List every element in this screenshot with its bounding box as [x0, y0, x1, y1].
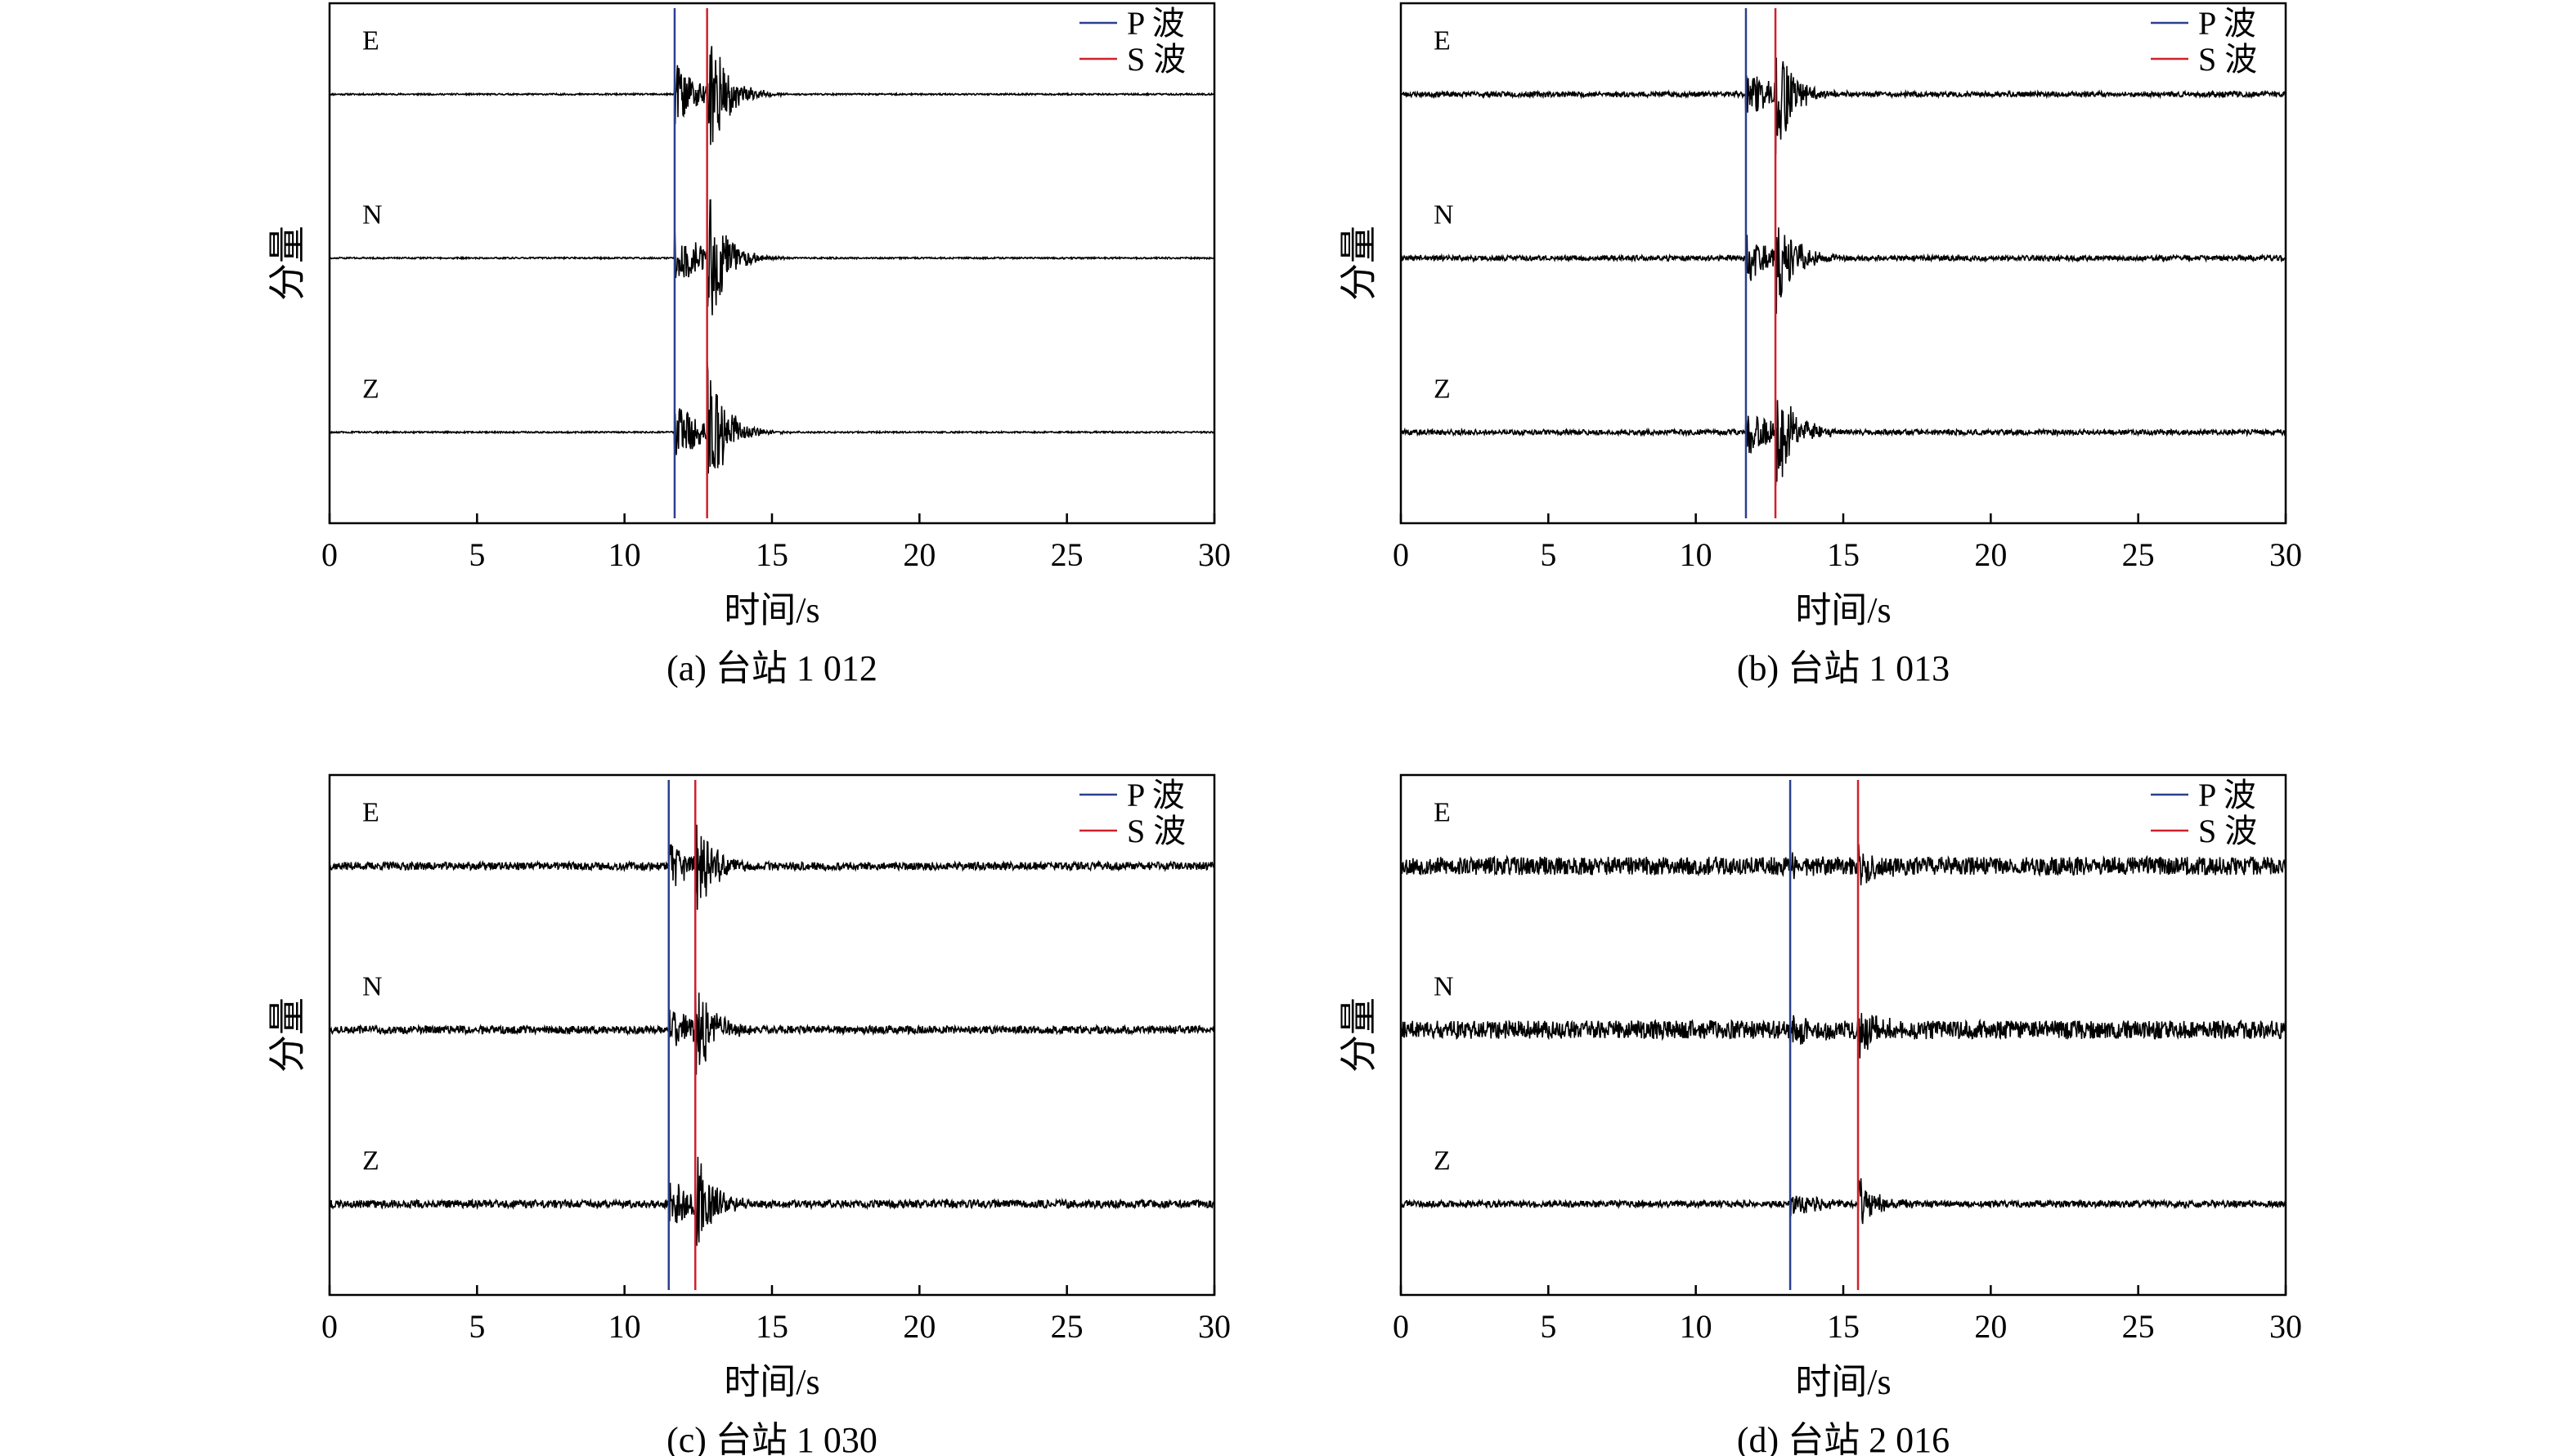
x-tick-label: 15	[1827, 536, 1860, 573]
x-tick-label: 5	[1540, 536, 1556, 573]
component-label-z: Z	[362, 1146, 379, 1176]
plot-frame	[328, 2, 1216, 525]
trace-n	[1401, 1013, 2286, 1059]
x-tick-label: 0	[1393, 536, 1409, 573]
trace-e	[1401, 844, 2286, 885]
x-tick-label: 10	[1680, 1308, 1712, 1345]
component-label-e: E	[1434, 26, 1451, 56]
x-tick-label: 5	[469, 536, 485, 573]
plot-frame	[1399, 773, 2287, 1297]
x-tick-label: 0	[321, 536, 338, 573]
panel-caption: (b) 台站 1 013	[1737, 648, 1950, 688]
plot-frame	[328, 773, 1216, 1297]
x-tick-label: 15	[756, 1308, 788, 1345]
x-tick-label: 10	[608, 1308, 641, 1345]
x-tick-label: 0	[1393, 1308, 1409, 1345]
component-label-n: N	[362, 972, 383, 1002]
trace-e	[1401, 57, 2286, 155]
panel-caption: (d) 台站 2 016	[1737, 1420, 1950, 1456]
x-tick-label: 30	[1198, 536, 1231, 573]
x-tick-label: 5	[1540, 1308, 1556, 1345]
x-tick-label: 30	[1198, 1308, 1231, 1345]
component-label-e: E	[1434, 798, 1451, 828]
trace-e	[330, 46, 1214, 146]
chart-panel-4: E N Z 0 5 10 15 20 25 30 时间/s 分量 (d) 台站 2 016 P 波S 波	[1338, 773, 2302, 1456]
x-tick-label: 25	[1051, 1308, 1084, 1345]
x-tick-label: 25	[2122, 536, 2155, 573]
component-label-z: Z	[1434, 1146, 1451, 1176]
panel-caption: (a) 台站 1 012	[666, 648, 877, 688]
component-label-n: N	[1434, 200, 1454, 231]
trace-n	[1401, 227, 2286, 314]
trace-e	[330, 824, 1214, 910]
chart-panel-1: E N Z 0 5 10 15 20 25 30 时间/s 分量 (a) 台站 1 012 P 波S 波	[267, 2, 1231, 688]
x-axis-label: 时间/s	[1795, 1362, 1891, 1402]
x-tick-label: 10	[1680, 536, 1712, 573]
x-tick-label: 30	[2269, 536, 2302, 573]
traces	[1401, 844, 2286, 1225]
legend-p-label: P 波	[2198, 5, 2256, 42]
x-tick-label: 25	[1051, 536, 1084, 573]
x-tick-label: 15	[756, 536, 788, 573]
component-label-z: Z	[1434, 374, 1451, 405]
legend-p-label: P 波	[2198, 777, 2256, 813]
trace-z	[330, 361, 1214, 474]
legend-s-label: S 波	[1127, 41, 1186, 78]
legend-s-label: S 波	[2198, 813, 2257, 849]
component-label-n: N	[1434, 972, 1454, 1002]
x-tick-label: 5	[469, 1308, 485, 1345]
component-label-e: E	[362, 798, 379, 828]
y-axis-label: 分量	[1338, 226, 1380, 301]
traces	[330, 46, 1214, 474]
x-axis-label: 时间/s	[1795, 590, 1891, 630]
x-tick-label: 0	[321, 1308, 338, 1345]
trace-z	[1401, 1178, 2286, 1225]
traces	[1401, 57, 2286, 486]
x-tick-label: 20	[903, 1308, 936, 1345]
y-axis-label: 分量	[267, 226, 308, 301]
legend-p-label: P 波	[1127, 777, 1185, 813]
x-tick-label: 15	[1827, 1308, 1860, 1345]
panel-caption: (c) 台站 1 030	[666, 1420, 877, 1456]
x-tick-label: 20	[903, 536, 936, 573]
plot-frame	[1399, 2, 2287, 525]
x-axis-label: 时间/s	[724, 590, 819, 630]
component-label-e: E	[362, 26, 379, 56]
x-tick-label: 30	[2269, 1308, 2302, 1345]
x-tick-label: 20	[1974, 1308, 2007, 1345]
x-tick-label: 20	[1974, 536, 2007, 573]
x-tick-label: 25	[2122, 1308, 2155, 1345]
traces	[330, 824, 1214, 1247]
y-axis-label: 分量	[267, 997, 308, 1073]
y-axis-label: 分量	[1338, 997, 1380, 1073]
trace-z	[1401, 400, 2286, 486]
x-tick-label: 10	[608, 536, 641, 573]
chart-panel-2: E N Z 0 5 10 15 20 25 30 时间/s 分量 (b) 台站 1 013 P 波S 波	[1338, 2, 2302, 688]
trace-n	[330, 199, 1214, 316]
component-label-z: Z	[362, 374, 379, 405]
component-label-n: N	[362, 200, 383, 231]
x-axis-label: 时间/s	[724, 1362, 819, 1402]
trace-n	[330, 988, 1214, 1075]
legend-s-label: S 波	[2198, 41, 2257, 78]
trace-z	[330, 1156, 1214, 1247]
legend-p-label: P 波	[1127, 5, 1185, 42]
chart-panel-3: E N Z 0 5 10 15 20 25 30 时间/s 分量 (c) 台站 1 030 P 波S 波	[267, 773, 1231, 1456]
legend-s-label: S 波	[1127, 813, 1186, 849]
